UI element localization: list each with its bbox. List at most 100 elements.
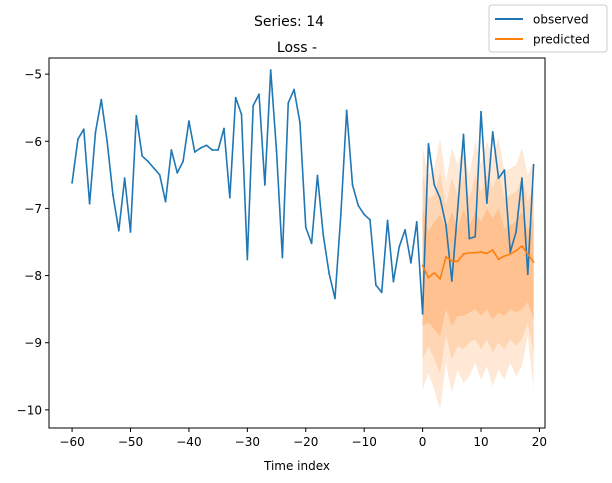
point-observed xyxy=(141,155,144,157)
point-predicted xyxy=(526,253,529,255)
point-observed xyxy=(252,104,255,107)
point-observed xyxy=(281,256,284,259)
point-observed xyxy=(234,96,237,99)
point-predicted xyxy=(456,260,459,263)
legend-observed-label: observed xyxy=(533,13,589,27)
plot-area: −60 −50 −40 −30 −20 −10 0 10 20 −10 −9 −8 −7 −6 −5 xyxy=(17,57,547,449)
point-observed xyxy=(421,312,424,315)
point-observed xyxy=(357,204,360,207)
point-observed xyxy=(433,184,436,186)
legend-predicted-label: predicted xyxy=(533,33,590,47)
legend: observed predicted xyxy=(488,4,608,53)
prediction-bands xyxy=(422,137,534,410)
point-predicted xyxy=(445,255,447,258)
point-observed xyxy=(445,224,447,227)
point-observed xyxy=(456,208,459,211)
point-observed xyxy=(152,167,155,170)
point-observed xyxy=(374,284,377,286)
point-observed xyxy=(211,149,214,151)
point-observed xyxy=(199,147,202,149)
point-observed xyxy=(193,151,196,153)
point-observed xyxy=(491,130,494,133)
point-observed xyxy=(386,219,389,222)
point-observed xyxy=(164,200,167,203)
point-predicted xyxy=(503,255,506,257)
point-observed xyxy=(258,93,260,96)
point-predicted xyxy=(439,278,442,280)
point-observed xyxy=(217,149,220,151)
series-lines xyxy=(71,69,535,315)
point-observed xyxy=(485,202,488,204)
x-tick-label: 0 xyxy=(419,435,427,449)
point-observed xyxy=(135,114,138,117)
point-observed xyxy=(263,184,266,186)
point-observed xyxy=(497,177,500,180)
x-tick-label: 10 xyxy=(473,435,488,449)
point-observed xyxy=(468,237,471,240)
point-observed xyxy=(188,120,190,123)
point-predicted xyxy=(474,251,477,254)
point-observed xyxy=(176,171,179,174)
x-tick-label: −30 xyxy=(235,435,260,449)
x-axis-ticks: −60 −50 −40 −30 −20 −10 0 10 20 xyxy=(59,428,547,449)
point-predicted xyxy=(450,259,453,262)
x-tick-label: −60 xyxy=(59,435,84,449)
point-observed xyxy=(526,273,529,276)
point-observed xyxy=(304,226,307,229)
point-observed xyxy=(299,121,301,124)
y-tick-label: −7 xyxy=(24,202,42,216)
point-observed xyxy=(123,177,126,180)
point-observed xyxy=(334,297,336,300)
point-observed xyxy=(380,291,383,294)
point-observed xyxy=(287,102,290,104)
point-observed xyxy=(106,140,109,143)
point-observed xyxy=(515,231,517,233)
point-observed xyxy=(269,69,272,71)
point-observed xyxy=(112,194,114,196)
point-observed xyxy=(82,128,85,131)
point-observed xyxy=(415,220,418,223)
point-observed xyxy=(339,214,342,217)
point-observed xyxy=(88,202,91,205)
point-observed xyxy=(503,169,506,172)
point-observed xyxy=(521,177,523,180)
point-predicted xyxy=(485,252,488,255)
axes-frame xyxy=(48,57,546,429)
point-observed xyxy=(532,163,535,166)
point-observed xyxy=(293,88,295,91)
prediction-band-inner xyxy=(422,208,534,336)
point-predicted xyxy=(468,251,471,254)
point-observed xyxy=(158,173,161,176)
chart-suptitle: Series: 14 xyxy=(254,14,324,30)
point-predicted xyxy=(433,271,436,274)
point-predicted xyxy=(509,253,512,255)
point-observed xyxy=(100,98,103,101)
point-observed xyxy=(77,138,79,141)
series-line-predicted xyxy=(421,245,535,280)
point-observed xyxy=(129,231,132,233)
point-observed xyxy=(170,149,173,151)
x-tick-label: −50 xyxy=(118,435,143,449)
point-predicted xyxy=(515,249,517,252)
point-observed xyxy=(71,182,73,184)
point-observed xyxy=(450,280,453,282)
point-observed xyxy=(147,160,149,163)
series-line-observed xyxy=(71,69,535,315)
y-tick-label: −8 xyxy=(24,269,42,283)
point-observed xyxy=(328,272,331,275)
point-observed xyxy=(427,143,430,145)
point-observed xyxy=(117,229,120,232)
point-observed xyxy=(310,242,313,245)
point-observed xyxy=(223,127,225,130)
point-observed xyxy=(275,150,278,153)
point-predicted xyxy=(532,261,535,264)
point-observed xyxy=(410,261,412,264)
point-observed xyxy=(246,258,249,261)
point-observed xyxy=(369,218,371,221)
chart-title: Loss - xyxy=(277,40,317,56)
point-observed xyxy=(480,110,482,113)
legend-box xyxy=(488,4,608,53)
y-axis-ticks: −10 −9 −8 −7 −6 −5 xyxy=(17,68,49,417)
point-observed xyxy=(404,229,406,231)
